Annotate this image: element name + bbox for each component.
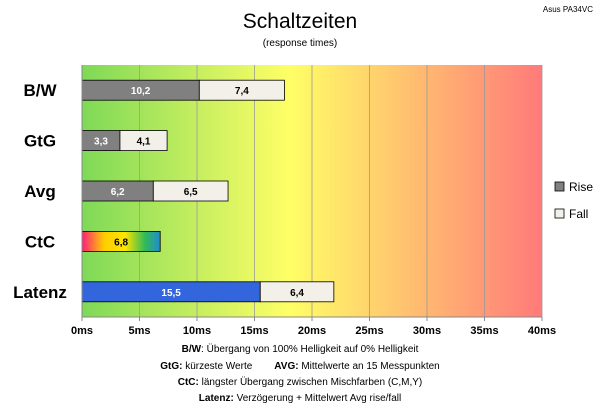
x-tick-label: 30ms: [413, 325, 441, 337]
legend-label-rise: Rise: [569, 180, 593, 194]
chart-title: Schaltzeiten: [243, 10, 357, 33]
x-tick-label: 40ms: [528, 325, 556, 337]
chart-subtitle: (response times): [263, 38, 337, 49]
footnote-bw: B/W: Übergang von 100% Helligkeit auf 0%…: [182, 343, 419, 355]
x-tick-label: 10ms: [183, 325, 211, 337]
category-label: B/W: [23, 81, 57, 100]
category-label: Latenz: [13, 283, 67, 302]
legend-swatch-rise: [554, 181, 565, 192]
x-tick-label: 5ms: [128, 325, 150, 337]
bar-label-fall: 7,4: [235, 86, 249, 97]
footnote-gtg-avg: GtG: kürzeste Werte AVG: Mittelwerte an 1…: [160, 361, 440, 372]
x-tick-label: 25ms: [355, 325, 383, 337]
legend-swatch-fall: [554, 208, 565, 219]
category-label: GtG: [24, 132, 56, 151]
bar-label-fall: 6,4: [290, 288, 304, 299]
bar-fall: [198, 79, 285, 101]
legend-label-fall: Fall: [569, 207, 588, 221]
footnote-latenz: Latenz: Verzögerung + Mittelwert Avg ris…: [199, 393, 401, 404]
legend: Rise Fall: [554, 180, 593, 221]
bar-label-rise: 6,8: [114, 237, 128, 248]
bar-label-rise: 6,2: [111, 187, 125, 198]
x-tick-label: 35ms: [470, 325, 498, 337]
category-label: CtC: [25, 232, 55, 251]
bar-fall: [259, 281, 335, 303]
bar-label-rise: 10,2: [131, 86, 151, 97]
bar-label-fall: 4,1: [137, 137, 151, 148]
bar-label-rise: 3,3: [94, 137, 108, 148]
x-tick-label: 0ms: [71, 325, 93, 337]
corner-label: Asus PA34VC: [543, 5, 593, 14]
category-label: Avg: [24, 182, 56, 201]
x-tick-label: 20ms: [298, 325, 326, 337]
footnote-ctc: CtC: längster Übergang zwischen Mischfar…: [178, 376, 423, 388]
x-tick-label: 15ms: [240, 325, 268, 337]
bar-fall: [119, 130, 168, 152]
bar-label-rise: 15,5: [161, 288, 181, 299]
footnotes: B/W: Übergang von 100% Helligkeit auf 0%…: [160, 343, 440, 404]
bar-label-fall: 6,5: [184, 187, 198, 198]
bar-fall: [152, 180, 229, 202]
